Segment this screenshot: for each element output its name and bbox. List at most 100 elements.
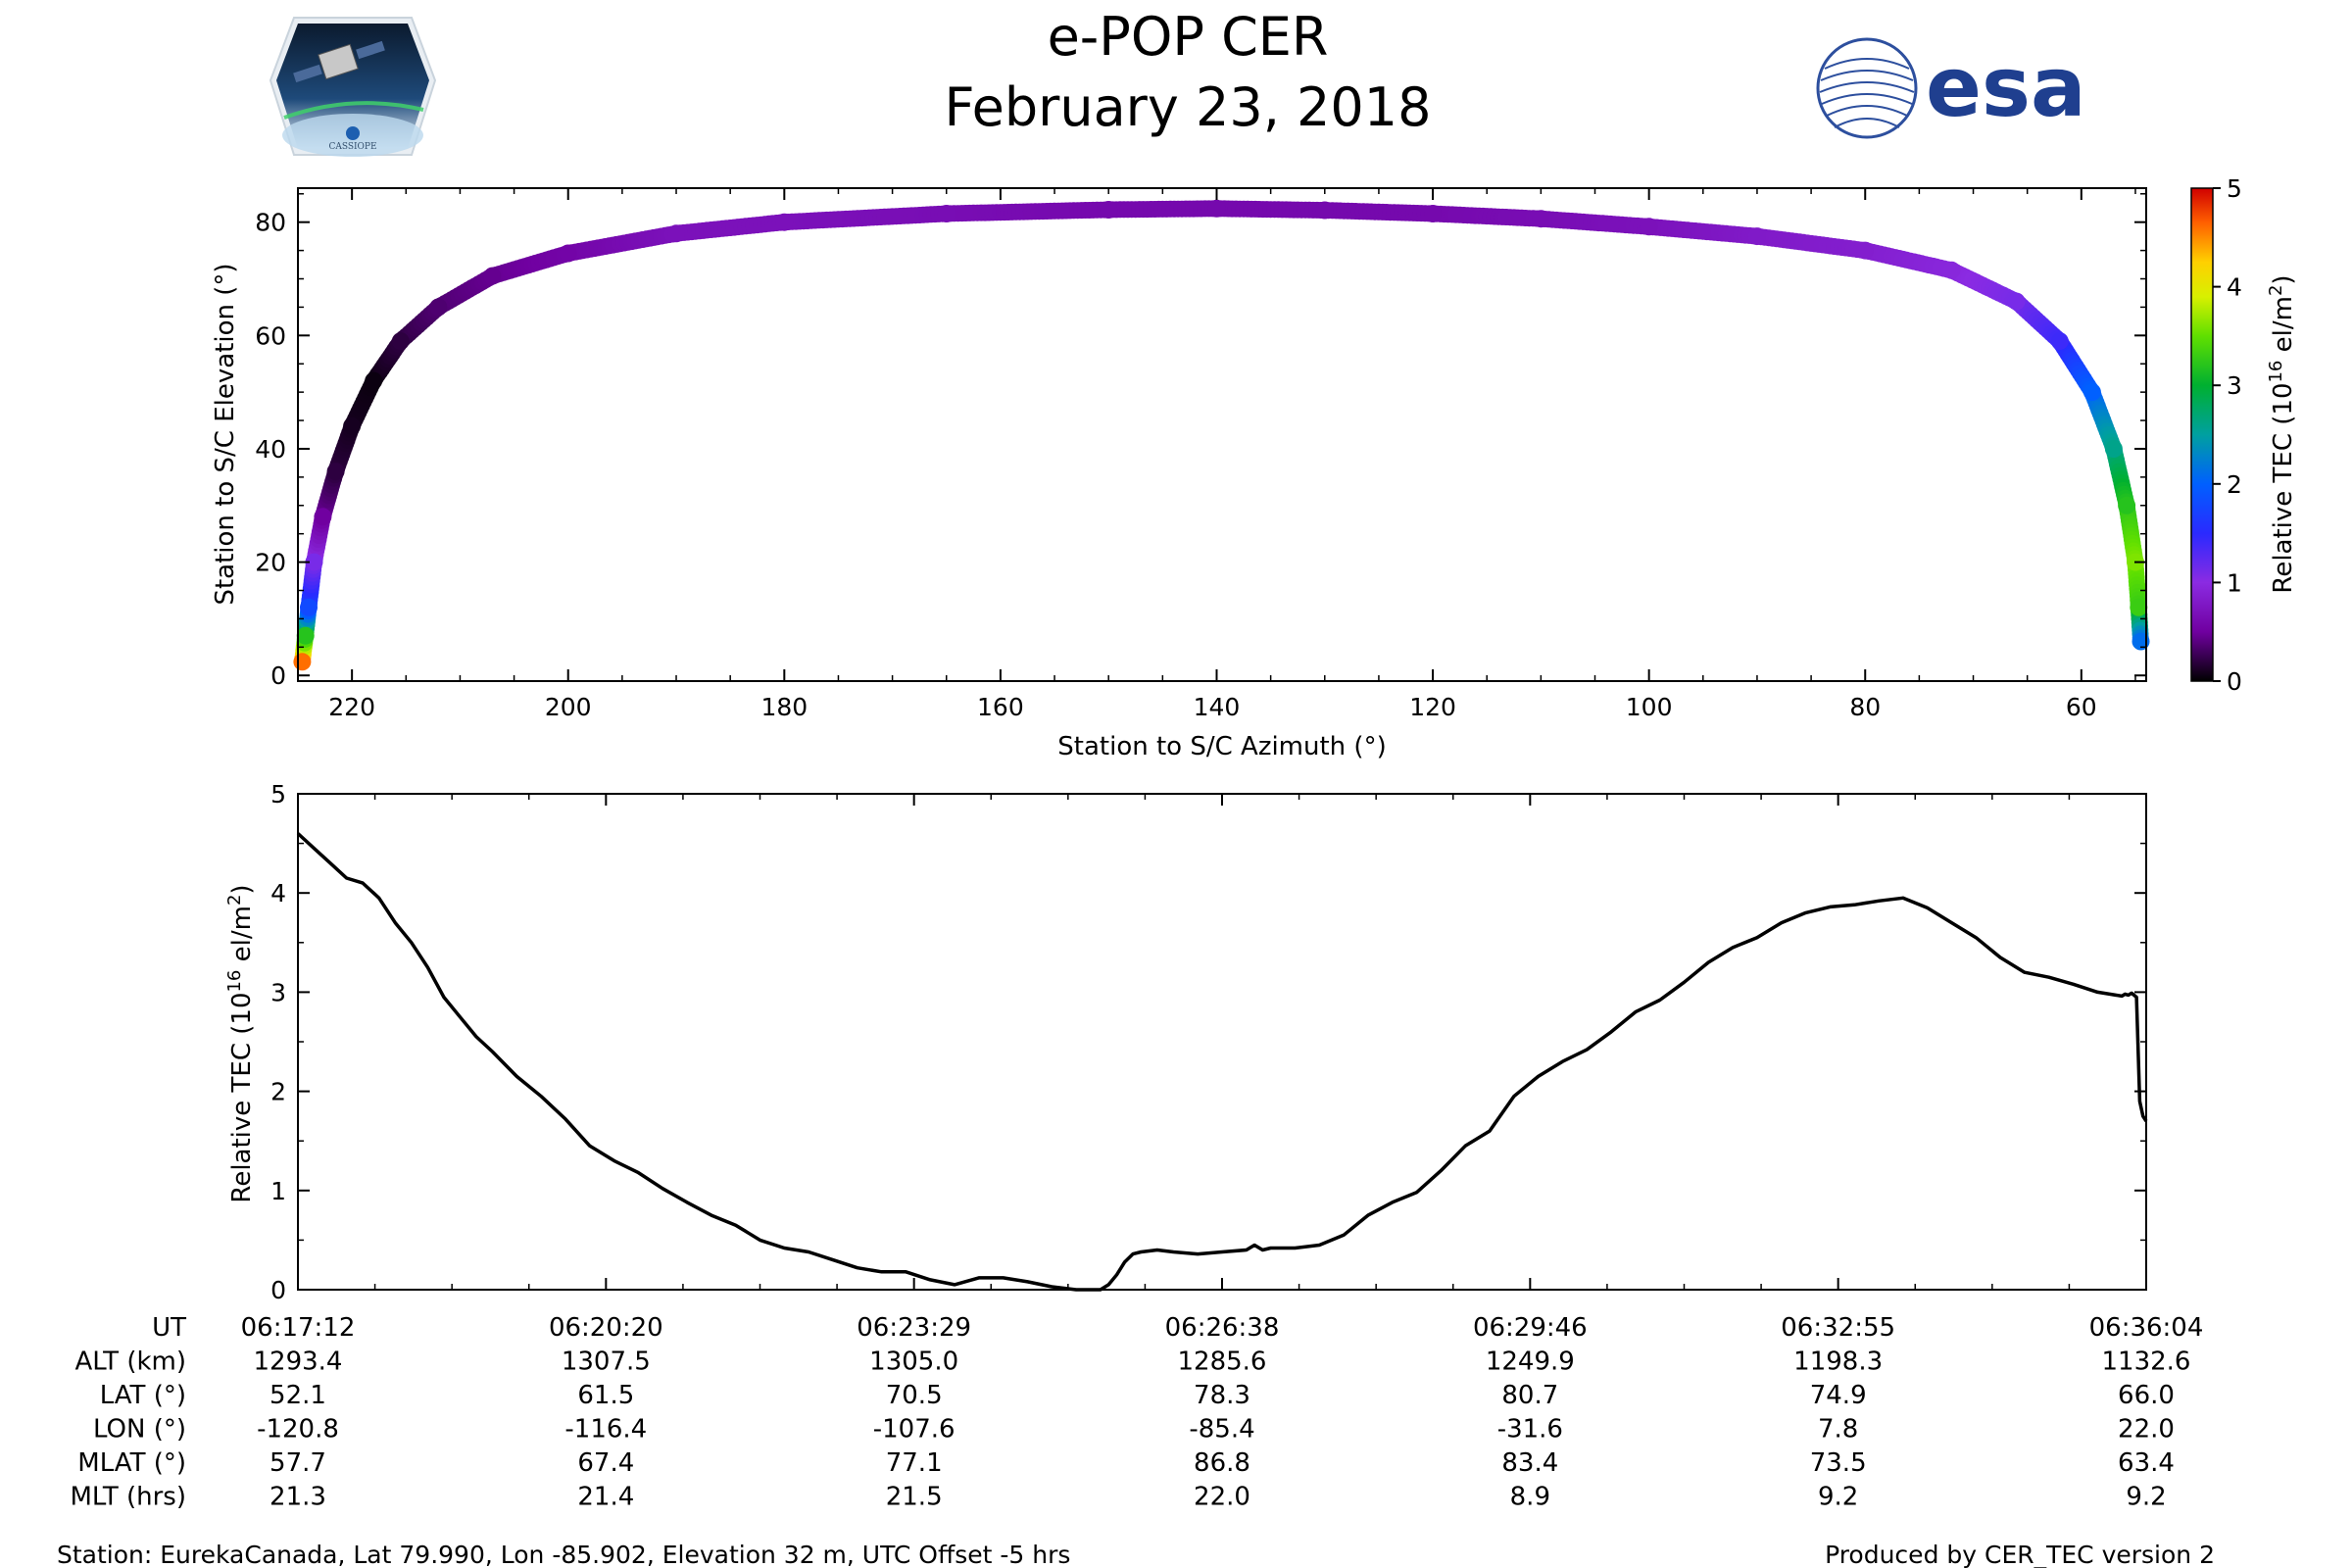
table-cell: 83.4 [1501, 1448, 1558, 1478]
table-cell: 70.5 [886, 1381, 943, 1410]
y-tick-label: 2 [270, 1078, 286, 1106]
scatter-point [1315, 201, 1334, 220]
table-cell: 78.3 [1194, 1381, 1250, 1410]
x-tick-label: 220 [328, 693, 375, 721]
x-tick-label: 200 [545, 693, 592, 721]
esa-logo: esa [1816, 37, 2086, 139]
scatter-point [1207, 199, 1226, 218]
table-row-label: ALT (km) [74, 1348, 186, 1377]
x-tick-label: 180 [760, 693, 808, 721]
y-tick-label: 60 [255, 321, 286, 350]
table-cell: 52.1 [270, 1381, 326, 1410]
cassiope-logo: CASSIOPE [269, 17, 437, 157]
table-row-label: MLT (hrs) [71, 1483, 187, 1512]
table-row-label: LAT (°) [100, 1381, 186, 1410]
table-cell: 1293.4 [254, 1348, 343, 1377]
table-cell: 1307.5 [562, 1348, 651, 1377]
scatter-point [2007, 292, 2026, 311]
scatter-point [391, 332, 410, 351]
elevation-azimuth-plot: 220 200 180 160 140 120 100 80 60 0 20 40 60 80 Stati… [211, 187, 2150, 761]
ephemeris-table: UT ALT (km) LAT (°) LON (°)MLAT (°) MLT (hrs… [71, 1313, 2204, 1512]
table-cell: 77.1 [886, 1448, 943, 1478]
y-tick-label: 1 [270, 1177, 286, 1205]
scatter-point [326, 463, 345, 481]
y-tick-label: 80 [255, 209, 286, 237]
table-cell: 9.2 [1818, 1483, 1858, 1512]
scatter-point [1532, 210, 1550, 228]
tec-time-plot: 0 1 2 3 4 5 Relative TEC (1016 el/m2) [224, 780, 2148, 1304]
chart-date: February 23, 2018 [945, 76, 1432, 138]
table-cell: 1285.6 [1178, 1348, 1267, 1377]
table-cell: 22.0 [2118, 1415, 2175, 1445]
table-cell: 8.9 [1510, 1483, 1550, 1512]
table-cell: 66.0 [2118, 1381, 2175, 1410]
table-cell: 73.5 [1810, 1448, 1867, 1478]
table-row-label: UT [152, 1313, 186, 1343]
table-cell: 21.3 [270, 1483, 326, 1512]
scatter-point [1942, 261, 1961, 279]
colorbar-gradient [2190, 187, 2214, 682]
scatter-point [1747, 227, 1766, 246]
colorbar-label: Relative TEC (1016 el/m2) [2266, 274, 2299, 593]
table-cell: 1249.9 [1486, 1348, 1575, 1377]
scatter-point [365, 371, 383, 390]
scatter-point [937, 205, 956, 222]
scatter-point [2118, 496, 2136, 514]
scatter-point [1856, 241, 1875, 260]
scatter-point [2082, 383, 2101, 402]
table-cell: 06:36:04 [2089, 1313, 2204, 1343]
top-xaxis-label: Station to S/C Azimuth (°) [1057, 732, 1386, 761]
esa-logo-text: esa [1926, 39, 2086, 135]
table-cell: 1198.3 [1793, 1348, 1883, 1377]
table-row-label: MLAT (°) [77, 1448, 186, 1478]
scatter-point [314, 508, 332, 526]
table-cell: 21.4 [577, 1483, 634, 1512]
colorbar-tick-label: 5 [2227, 174, 2242, 203]
x-tick-label: 120 [1409, 693, 1456, 721]
scatter-point [667, 224, 685, 243]
scatter-point [1640, 218, 1658, 236]
table-cell: 86.8 [1194, 1448, 1250, 1478]
tec-series-line [296, 832, 2148, 1292]
scatter-point [300, 598, 318, 616]
table-cell: 06:17:12 [241, 1313, 356, 1343]
table-cell: 67.4 [577, 1448, 634, 1478]
scatter-point [1424, 205, 1443, 222]
scatter-point [559, 244, 577, 263]
table-cell: 57.7 [270, 1448, 326, 1478]
cassiope-logo-text: CASSIOPE [328, 142, 376, 152]
x-tick-label: 60 [2066, 693, 2097, 721]
y-tick-label: 5 [270, 780, 286, 808]
table-cell: 80.7 [1501, 1381, 1558, 1410]
table-cell: 63.4 [2118, 1448, 2175, 1478]
chart-title: e-POP CER [1048, 6, 1329, 68]
colorbar-tick-label: 1 [2227, 568, 2242, 597]
scatter-point [296, 626, 315, 645]
table-cell: 06:23:29 [857, 1313, 971, 1343]
table-cell: 06:26:38 [1165, 1313, 1280, 1343]
table-row-label: LON (°) [93, 1415, 186, 1445]
colorbar-tick-label: 4 [2227, 273, 2242, 302]
station-info: Station: EurekaCanada, Lat 79.990, Lon -… [57, 1541, 1070, 1568]
x-tick-label: 100 [1626, 693, 1673, 721]
x-tick-label: 80 [1849, 693, 1881, 721]
table-cell: 1305.0 [869, 1348, 958, 1377]
y-tick-label: 0 [270, 1276, 286, 1304]
top-plot-frame [297, 187, 2147, 682]
table-cell: 1132.6 [2102, 1348, 2191, 1377]
table-cell: 06:29:46 [1473, 1313, 1588, 1343]
scatter-point [429, 298, 448, 317]
scatter-point [2130, 598, 2148, 616]
table-cell: -120.8 [257, 1415, 339, 1445]
top-yaxis-label: Station to S/C Elevation (°) [211, 263, 240, 605]
scatter-point [1100, 201, 1118, 219]
y-tick-label: 40 [255, 435, 286, 464]
scatter-point [775, 213, 794, 231]
y-tick-label: 4 [270, 879, 286, 907]
table-cell: 9.2 [2126, 1483, 2166, 1512]
table-cell: 21.5 [886, 1483, 943, 1512]
colorbar-tick-label: 0 [2227, 667, 2242, 696]
table-cell: 74.9 [1810, 1381, 1867, 1410]
scatter-point [293, 653, 312, 671]
